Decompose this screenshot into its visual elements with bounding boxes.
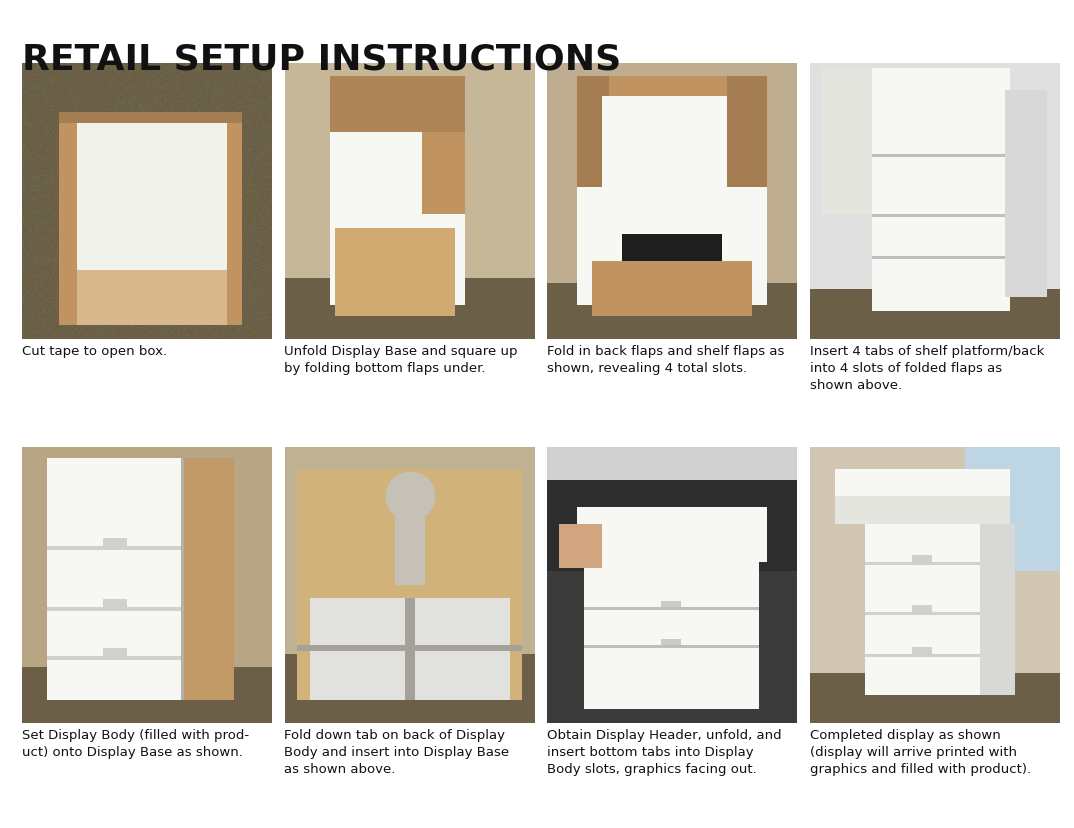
Text: Unfold Display Base and square up
by folding bottom flaps under.: Unfold Display Base and square up by fol… xyxy=(285,344,518,374)
Text: RETAIL SETUP INSTRUCTIONS: RETAIL SETUP INSTRUCTIONS xyxy=(21,42,621,76)
Text: Insert 4 tabs of shelf platform/back
into 4 slots of folded flaps as
shown above: Insert 4 tabs of shelf platform/back int… xyxy=(810,344,1044,392)
Text: Cut tape to open box.: Cut tape to open box. xyxy=(21,344,168,358)
Text: Set Display Body (filled with prod-
uct) onto Display Base as shown.: Set Display Body (filled with prod- uct)… xyxy=(21,728,249,758)
Text: Fold in back flaps and shelf flaps as
shown, revealing 4 total slots.: Fold in back flaps and shelf flaps as sh… xyxy=(547,344,784,374)
Text: Fold down tab on back of Display
Body and insert into Display Base
as shown abov: Fold down tab on back of Display Body an… xyxy=(285,728,510,775)
Text: Completed display as shown
(display will arrive printed with
graphics and filled: Completed display as shown (display will… xyxy=(810,728,1031,775)
Text: Obtain Display Header, unfold, and
insert bottom tabs into Display
Body slots, g: Obtain Display Header, unfold, and inser… xyxy=(547,728,782,775)
